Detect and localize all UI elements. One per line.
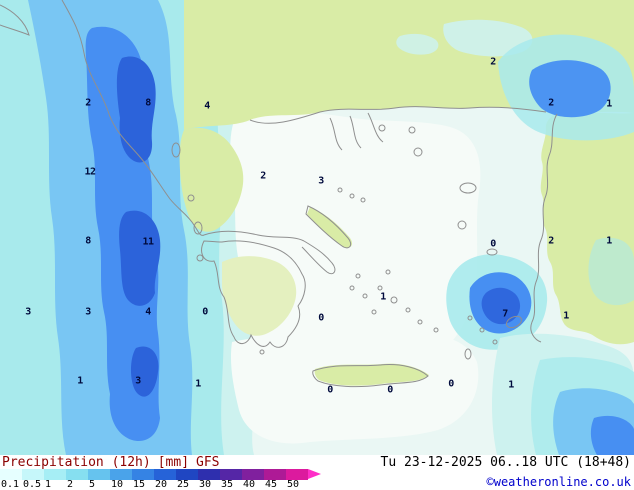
scale-segment (220, 469, 242, 480)
scale-label: 0.1 (1, 479, 20, 490)
precip-values-layer: 2 8 4 2 2 1 12 2 3 8 11 0 2 1 3 3 4 0 0 1 7 1 1 3 1 0 0 0 1 (25, 56, 612, 396)
precip-value: 1 (606, 235, 612, 247)
scale-label: 45 (265, 479, 278, 490)
scale-segment (66, 469, 88, 480)
precip-value: 0 (327, 384, 333, 396)
scale-label: 15 (133, 479, 146, 490)
scale-segment (132, 469, 154, 480)
scale-label: 0.5 (23, 479, 42, 490)
precip-value: 1 (380, 291, 386, 303)
precip-value: 2 (490, 56, 496, 68)
precip-value: 4 (145, 306, 151, 318)
scale-label: 5 (89, 479, 96, 490)
precip-value: 2 (548, 235, 554, 247)
precipitation-map: 2 8 4 2 2 1 12 2 3 8 11 0 2 1 3 3 4 0 0 1 7 1 1 3 1 0 0 0 1 (0, 0, 634, 455)
scale-segment (44, 469, 66, 480)
precip-value: 3 (85, 306, 91, 318)
precip-value: 0 (318, 312, 324, 324)
scale-segment (110, 469, 132, 480)
scale-label: 50 (287, 479, 300, 490)
scale-label: 25 (177, 479, 190, 490)
scale-label: 10 (111, 479, 124, 490)
scale-label: 30 (199, 479, 212, 490)
precip-value: 3 (25, 306, 31, 318)
scale-segment (264, 469, 286, 480)
scale-label: 35 (221, 479, 234, 490)
scale-label: 20 (155, 479, 168, 490)
scale-label: 2 (67, 479, 74, 490)
unit-text: [mm] (157, 455, 190, 470)
precip-value: 8 (145, 97, 151, 109)
precip-value: 2 (260, 170, 266, 182)
precip-value: 3 (318, 175, 324, 187)
valid-time: Tu 23-12-2025 06..18 UTC (18+48) (380, 455, 631, 470)
scale-segment (154, 469, 176, 480)
precip-value: 0 (202, 306, 208, 318)
color-scale-labels: 0.1 0.5 1 2 5 10 15 20 25 30 35 40 45 50 (0, 479, 360, 490)
precip-value: 1 (195, 378, 201, 390)
precip-value: 1 (508, 379, 514, 391)
precip-value: 12 (84, 166, 96, 178)
precip-value: 7 (502, 308, 508, 320)
precip-value: 1 (606, 98, 612, 110)
precip-value: 2 (85, 97, 91, 109)
scale-segment (242, 469, 264, 480)
model-text: GFS (196, 455, 220, 470)
precip-value: 4 (204, 100, 210, 112)
scale-segment (176, 469, 198, 480)
precip-value: 3 (135, 375, 141, 387)
precip-value: 1 (77, 375, 83, 387)
precipitation-layer-east (396, 19, 634, 455)
title-text: Precipitation (12h) (2, 455, 151, 470)
bottom-bar: Precipitation (12h) [mm] GFS Tu 23-12-2025… (0, 455, 634, 490)
precip-value: 0 (490, 238, 496, 250)
copyright: ©weatheronline.co.uk (486, 475, 632, 489)
map-graphic (0, 0, 634, 455)
color-scale-bar (0, 469, 308, 480)
coastlines (0, 0, 558, 388)
precip-value: 0 (448, 378, 454, 390)
scale-segment (22, 469, 44, 480)
scale-segment (0, 469, 22, 480)
scale-arrow-icon (308, 469, 321, 479)
precip-value: 11 (142, 236, 154, 248)
precip-value: 0 (387, 384, 393, 396)
scale-label: 40 (243, 479, 256, 490)
scale-label: 1 (45, 479, 52, 490)
precip-value: 8 (85, 235, 91, 247)
precip-value: 1 (563, 310, 569, 322)
map-title: Precipitation (12h) [mm] GFS (2, 455, 227, 470)
scale-segment (198, 469, 220, 480)
land-layer (179, 0, 634, 386)
precip-value: 2 (548, 97, 554, 109)
scale-segment (286, 469, 308, 480)
scale-segment (88, 469, 110, 480)
